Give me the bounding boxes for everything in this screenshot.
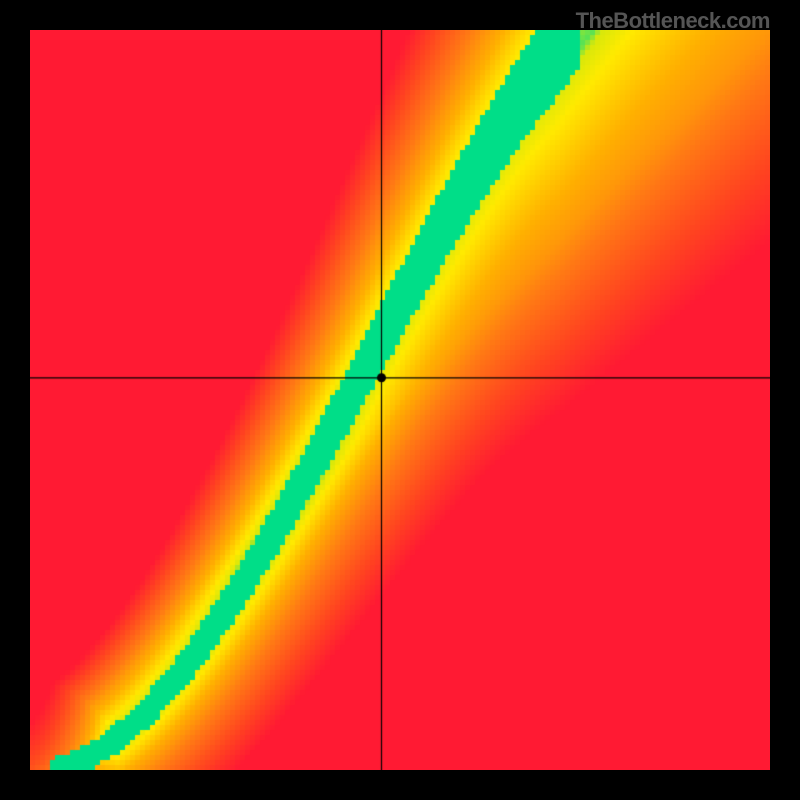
watermark-text: TheBottleneck.com [576,8,770,34]
chart-container: { "watermark": { "text": "TheBottleneck.… [0,0,800,800]
bottleneck-heatmap [30,30,770,770]
